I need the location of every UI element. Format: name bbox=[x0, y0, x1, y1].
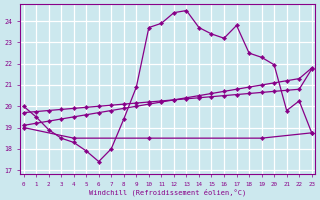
X-axis label: Windchill (Refroidissement éolien,°C): Windchill (Refroidissement éolien,°C) bbox=[89, 188, 246, 196]
